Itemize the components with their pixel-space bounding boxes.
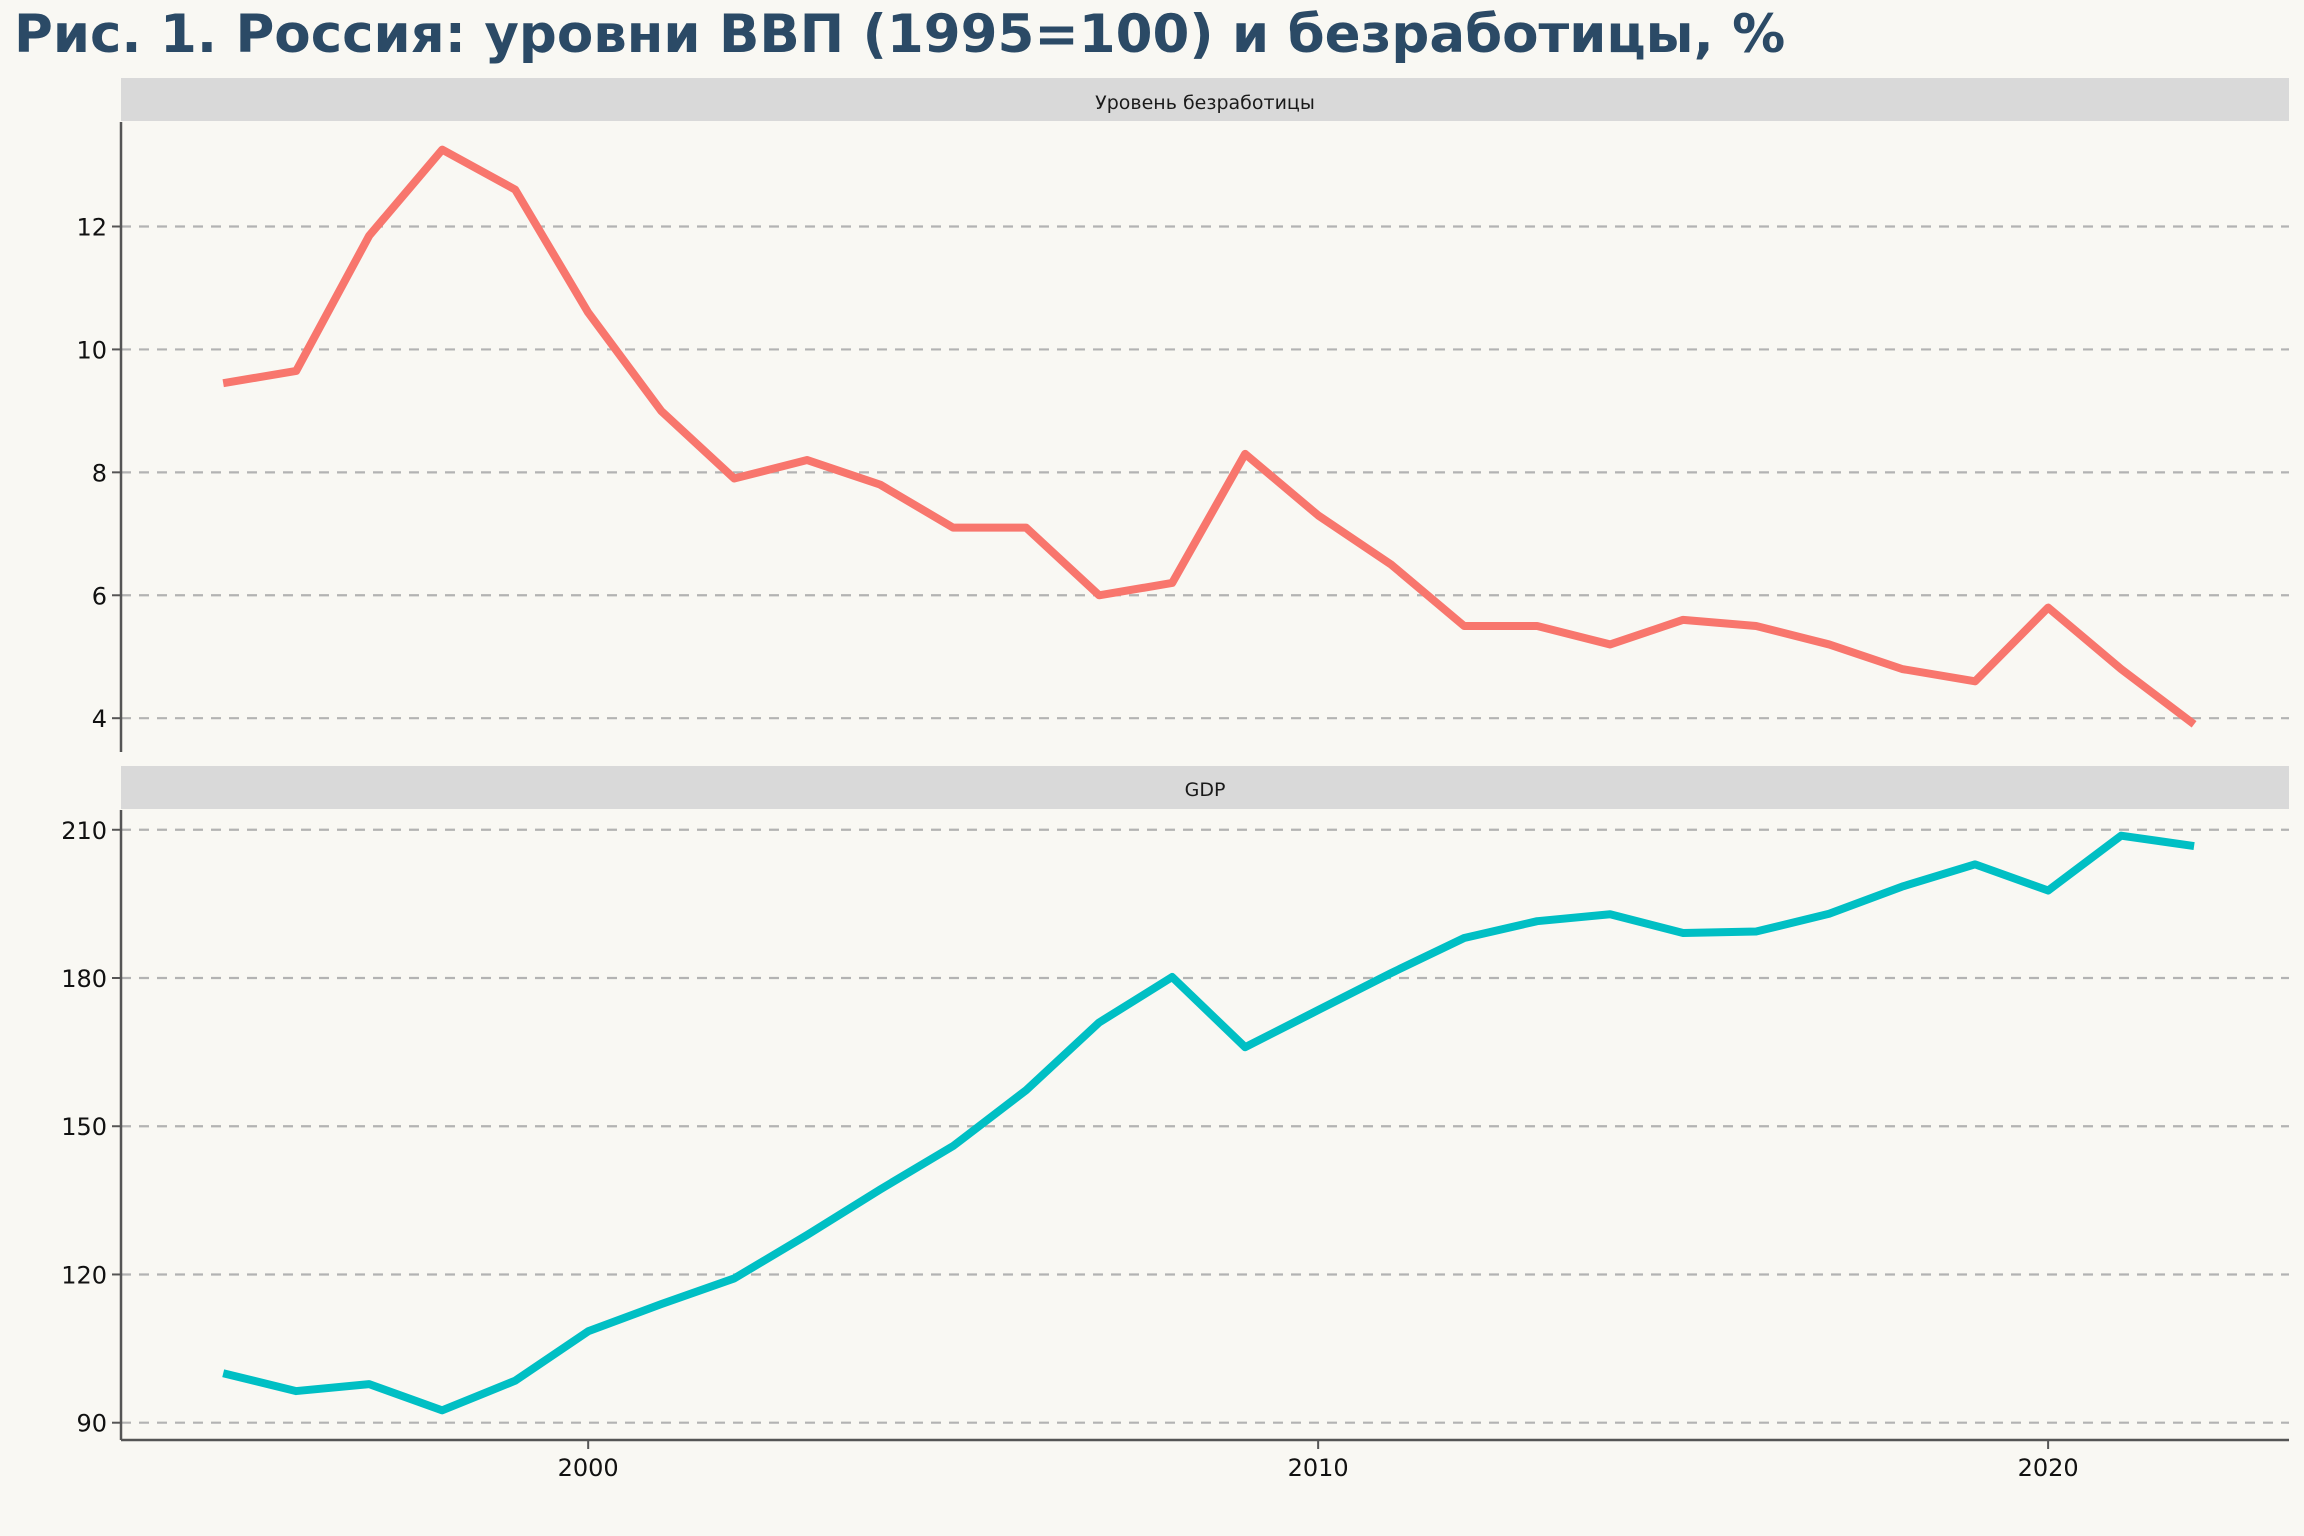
unemployment-y-tick-label: 10	[76, 336, 107, 364]
unemployment-y-ticks: 4 6 8 10 12	[76, 213, 121, 733]
unemployment-strip	[121, 78, 2289, 121]
chart-title: Рис. 1. Россия: уровни ВВП (1995=100) и …	[14, 4, 1785, 65]
unemployment-strip-label: Уровень безработицы	[1095, 92, 1315, 114]
x-tick-label: 2020	[2018, 1454, 2079, 1482]
gdp-y-tick-label: 180	[61, 965, 107, 993]
gdp-y-tick-label: 150	[61, 1113, 107, 1141]
gdp-strip	[121, 766, 2289, 809]
unemployment-y-tick-label: 6	[92, 582, 107, 610]
x-tick-label: 2000	[558, 1454, 619, 1482]
gdp-y-tick-label: 90	[76, 1410, 107, 1438]
gdp-series-line	[222, 831, 2195, 1415]
unemployment-y-tick-label: 8	[92, 459, 107, 487]
gdp-y-tick-label: 120	[61, 1261, 107, 1289]
unemployment-y-tick-label: 12	[76, 213, 107, 241]
gdp-panel: GDP 90 120 150 180 210 2000 2010 2020	[61, 766, 2289, 1482]
unemployment-panel: Уровень безработицы 4 6 8 10 12	[76, 78, 2289, 752]
gdp-gridlines	[121, 828, 2289, 1424]
x-tick-label: 2010	[1288, 1454, 1349, 1482]
unemployment-series-line	[222, 145, 2197, 728]
unemployment-gridlines	[121, 225, 2289, 720]
gdp-y-tick-label: 210	[61, 817, 107, 845]
gdp-y-ticks: 90 120 150 180 210	[61, 817, 121, 1438]
gdp-strip-label: GDP	[1185, 779, 1226, 801]
unemployment-y-tick-label: 4	[92, 705, 107, 733]
x-ticks: 2000 2010 2020	[558, 1440, 2079, 1482]
